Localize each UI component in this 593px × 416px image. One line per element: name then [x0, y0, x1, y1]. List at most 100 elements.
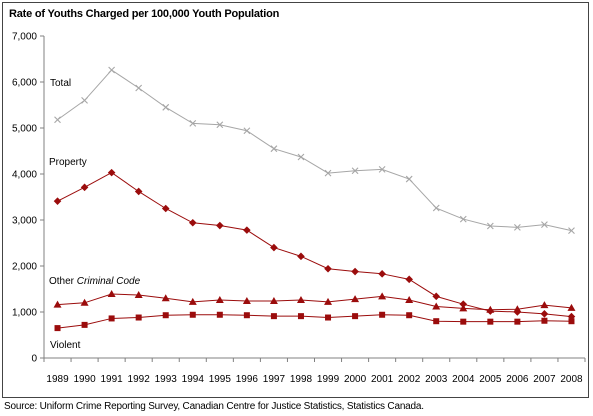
data-point-total — [324, 169, 332, 177]
data-point-property — [161, 204, 170, 213]
series-property — [53, 168, 576, 321]
data-point-property — [80, 183, 89, 192]
series-total — [54, 66, 575, 234]
data-point-violent — [325, 314, 332, 321]
y-tick-label: 3,000 — [12, 216, 37, 227]
data-point-violent — [460, 318, 467, 325]
chart-frame — [2, 2, 589, 398]
data-point-total — [297, 153, 305, 161]
series-label-property: Property — [49, 157, 87, 168]
x-tick-label: 1999 — [317, 374, 340, 385]
x-tick-label: 1995 — [209, 374, 232, 385]
y-tick-label: 2,000 — [12, 262, 37, 273]
data-point-other-criminal-code — [269, 296, 278, 304]
data-point-violent — [487, 318, 494, 325]
series-line-other-criminal-code — [57, 293, 572, 311]
data-point-property — [134, 187, 143, 196]
data-point-violent — [352, 313, 359, 320]
data-point-other-criminal-code — [324, 297, 333, 305]
data-point-other-criminal-code — [378, 292, 387, 300]
series-label-total: Total — [50, 78, 71, 89]
series-line-violent — [57, 314, 572, 329]
data-point-other-criminal-code — [296, 296, 305, 304]
x-tick-label: 1997 — [263, 374, 286, 385]
data-point-other-criminal-code — [80, 298, 89, 306]
data-point-property — [432, 292, 441, 301]
data-point-property — [243, 226, 251, 234]
data-point-total — [459, 215, 467, 223]
data-point-property — [459, 300, 468, 308]
x-tick-label: 2000 — [344, 374, 367, 385]
data-point-property — [378, 270, 386, 278]
data-point-property — [188, 218, 197, 227]
data-point-other-criminal-code — [567, 303, 576, 311]
data-point-violent — [514, 318, 521, 325]
data-point-violent — [54, 325, 61, 332]
x-tick-label: 2006 — [506, 374, 529, 385]
x-tick-label: 2002 — [398, 374, 421, 385]
data-point-property — [270, 243, 278, 252]
x-tick-label: 1992 — [128, 374, 151, 385]
data-point-total — [270, 145, 278, 153]
series-labels: Total Property Other Criminal Code Violent — [49, 78, 141, 351]
y-tick-label: 7,000 — [12, 32, 37, 43]
x-tick-label: 1991 — [101, 374, 124, 385]
series-line-total — [57, 69, 572, 232]
data-point-total — [162, 103, 170, 111]
x-tick-label: 2005 — [479, 374, 502, 385]
data-point-total — [486, 222, 494, 230]
x-tick-label: 1994 — [182, 374, 205, 385]
x-tick-label: 2007 — [533, 374, 556, 385]
data-point-violent — [81, 321, 88, 328]
data-point-violent — [243, 312, 250, 319]
y-tick-label: 5,000 — [12, 124, 37, 135]
data-point-property — [216, 221, 224, 230]
data-point-violent — [135, 314, 142, 321]
data-point-violent — [541, 317, 548, 324]
data-point-total — [81, 97, 88, 104]
y-tick-label: 6,000 — [12, 78, 37, 89]
data-point-other-criminal-code — [242, 296, 251, 304]
data-point-violent — [162, 312, 169, 319]
data-point-violent — [189, 311, 196, 318]
data-point-property — [53, 197, 62, 205]
data-point-property — [405, 275, 413, 284]
series-label-violent: Violent — [50, 340, 81, 351]
data-point-other-criminal-code — [351, 295, 360, 303]
data-point-violent — [379, 311, 386, 318]
data-point-total — [432, 204, 440, 212]
chart-title: Rate of Youths Charged per 100,000 Youth… — [9, 8, 280, 20]
data-point-violent — [568, 318, 575, 325]
data-point-property — [297, 252, 305, 261]
data-point-total — [243, 127, 251, 135]
data-point-total — [513, 223, 521, 231]
x-tick-label: 1996 — [236, 374, 259, 385]
y-tick-label: 0 — [31, 354, 37, 365]
data-point-total — [405, 175, 413, 183]
x-tick-label: 2004 — [452, 374, 475, 385]
data-point-other-criminal-code — [134, 290, 143, 298]
x-tick-label: 1993 — [155, 374, 178, 385]
source-note: Source: Uniform Crime Reporting Survey, … — [4, 401, 424, 412]
x-tick-label: 1989 — [46, 374, 69, 385]
axes: 0 1,000 2,000 3,000 4,000 5,000 6,000 7,000 1989… — [12, 32, 586, 385]
series-label-other-criminal-code: Other Criminal Code — [49, 276, 141, 287]
series-layer — [53, 66, 576, 332]
data-point-total — [351, 167, 359, 175]
data-point-violent — [108, 315, 115, 322]
y-tick-label: 1,000 — [12, 308, 37, 319]
x-tick-label: 1998 — [290, 374, 313, 385]
x-tick-label: 1990 — [73, 374, 96, 385]
y-tick-label: 4,000 — [12, 170, 37, 181]
data-point-other-criminal-code — [459, 304, 468, 312]
data-point-other-criminal-code — [405, 296, 414, 304]
series-violent — [54, 311, 575, 332]
data-point-other-criminal-code — [161, 294, 170, 302]
data-point-violent — [270, 313, 277, 320]
data-point-total — [216, 121, 224, 129]
data-point-total — [568, 227, 575, 234]
data-point-total — [54, 116, 61, 124]
data-point-other-criminal-code — [107, 290, 116, 298]
series-other-criminal-code — [53, 290, 576, 313]
